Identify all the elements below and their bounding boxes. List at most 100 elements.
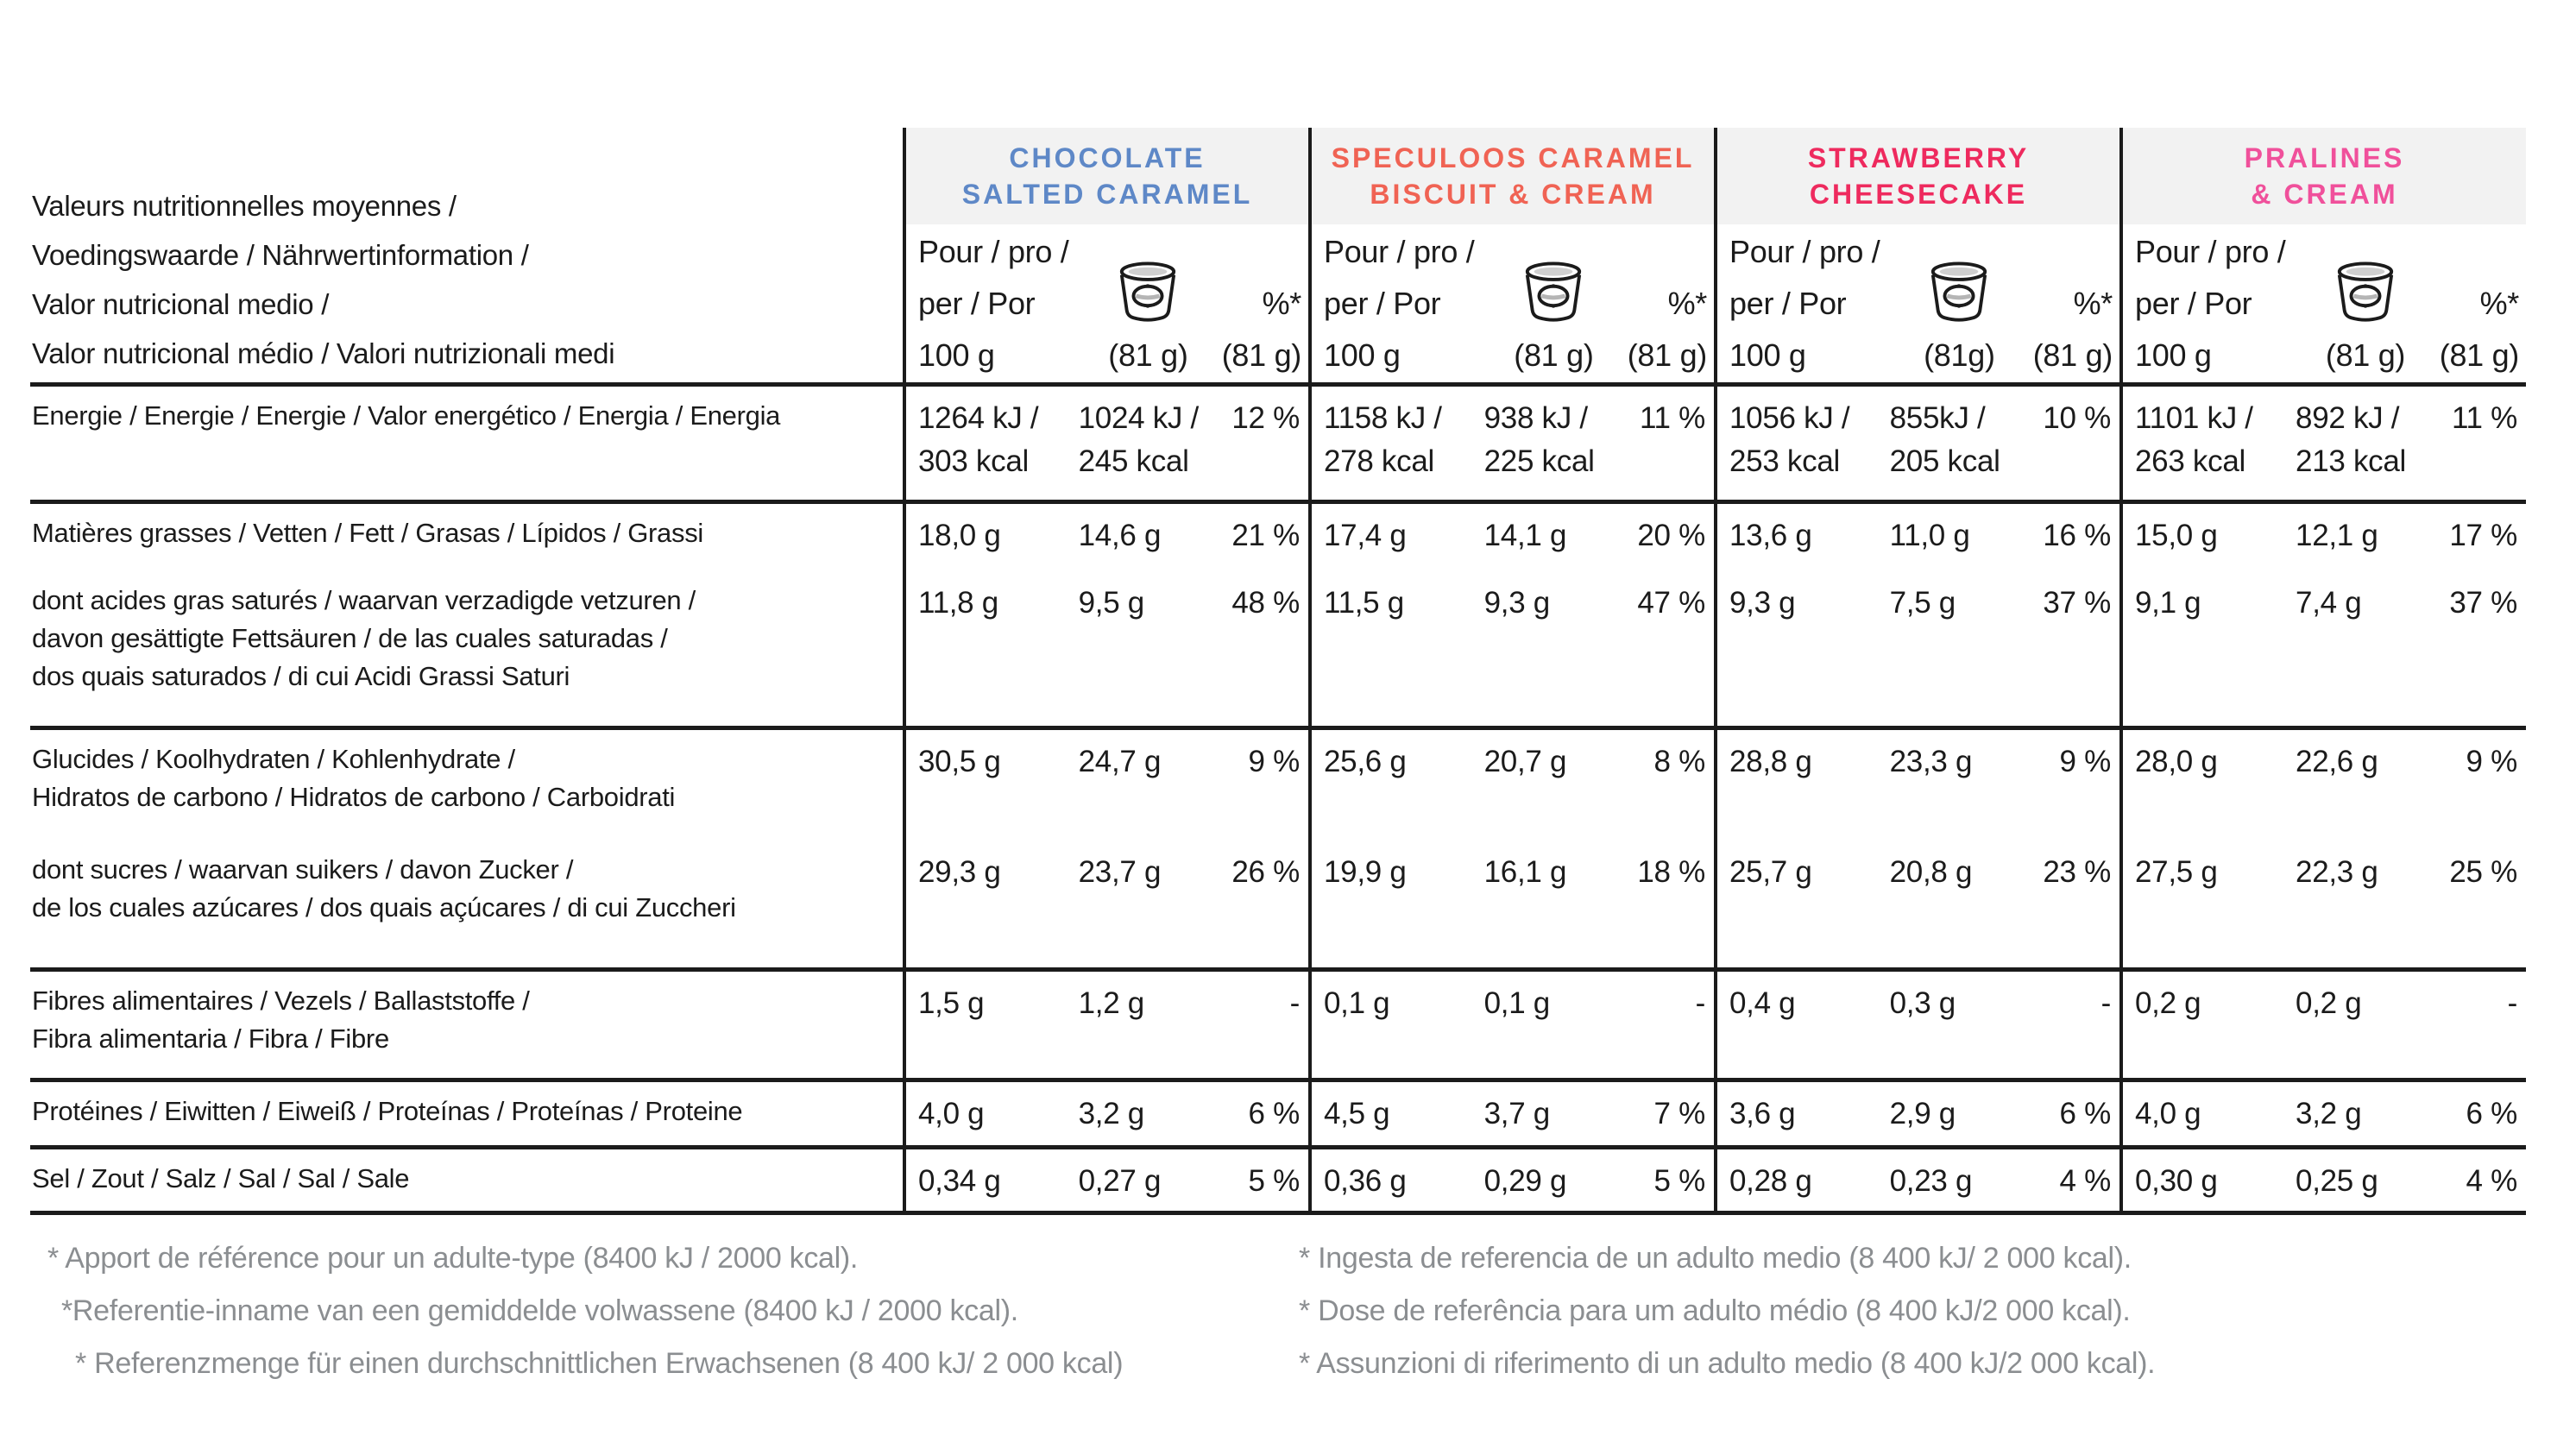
carb-cell-speculoos: 25,6 g 20,7 g 8 % (1308, 730, 1714, 841)
cup-weight: (81g) (1924, 337, 1995, 373)
fat-cell-speculoos: 17,4 g 14,1 g 20 % (1308, 504, 1714, 571)
value-per-cup: 2,9 g (1889, 1097, 1956, 1130)
footnotes-right: * Ingesta de referencia de un adulto med… (1299, 1232, 2156, 1390)
column-subheader: Pour / pro / per / Por 100 g (81 g) %* ( (1312, 224, 1714, 387)
value-percent-ri: 9 % (2059, 745, 2112, 778)
product-name-line2: CHEESECAKE (1809, 179, 2028, 210)
sugar-cell-chocolate: 29,3 g 23,7 g 26 % (903, 841, 1308, 967)
percent-ri-label: %* (81 g) (2032, 286, 2113, 373)
value-percent-ri: 6 % (1248, 1097, 1301, 1130)
value-per-cup: 0,27 g (1078, 1164, 1162, 1198)
value-per-100g: 1158 kJ / 278 kcal (1324, 401, 1442, 478)
carb-cell-chocolate: 30,5 g 24,7 g 9 % (903, 730, 1308, 841)
value-percent-ri: 5 % (1248, 1164, 1301, 1198)
energy-cell-chocolate: 1264 kJ / 303 kcal 1024 kJ / 245 kcal 12… (903, 387, 1308, 500)
value-per-100g: 0,4 g (1729, 986, 1796, 1020)
value-percent-ri: 6 % (2466, 1097, 2518, 1130)
value-percent-ri: 48 % (1231, 586, 1300, 620)
row-label: Matières grasses / Vetten / Fett / Grasa… (32, 518, 703, 548)
value-per-cup: 16,1 g (1483, 855, 1567, 889)
value-per-cup: 20,8 g (1889, 855, 1973, 889)
value-percent-ri: 23 % (2043, 855, 2111, 889)
row-label: dont sucres / waarvan suikers / davon Zu… (32, 854, 736, 923)
row-label: Protéines / Eiwitten / Eiweiß / Proteína… (32, 1096, 743, 1126)
value-percent-ri: 26 % (1231, 855, 1300, 889)
per-100g-label: Pour / pro / per / Por 100 g (918, 234, 1069, 373)
product-header-pralines-cream: PRALINES & CREAM Pour / pro / per / Por … (2119, 128, 2526, 387)
value-per-100g: 13,6 g (1729, 519, 1812, 552)
protein-cell-strawberry: 3,6 g 2,9 g 6 % (1714, 1082, 2119, 1145)
value-per-100g: 1,5 g (918, 986, 985, 1020)
value-percent-ri: 11 % (1639, 401, 1705, 435)
cup-weight: (81 g) (1108, 337, 1188, 373)
value-per-cup: 3,2 g (2296, 1097, 2362, 1130)
energy-cell-pralines: 1101 kJ / 263 kcal 892 kJ / 213 kcal 11 … (2119, 387, 2526, 500)
value-per-cup: 0,2 g (2296, 986, 2362, 1020)
table-header-row: Valeurs nutritionnelles moyennes / Voedi… (30, 128, 2526, 387)
value-per-cup: 7,4 g (2296, 586, 2362, 620)
column-subheader: Pour / pro / per / Por 100 g (81g) %* (8 (1717, 224, 2119, 387)
value-per-cup: 23,7 g (1078, 855, 1162, 889)
percent-ri-label: %* (81 g) (1627, 286, 1708, 373)
value-percent-ri: - (2507, 986, 2518, 1020)
salt-cell-speculoos: 0,36 g 0,29 g 5 % (1308, 1149, 1714, 1211)
satfat-cell-speculoos: 11,5 g 9,3 g 47 % (1308, 571, 1714, 726)
per-100g-label: Pour / pro / per / Por 100 g (1324, 234, 1475, 373)
value-percent-ri: 11 % (2451, 401, 2517, 435)
value-percent-ri: 7 % (1653, 1097, 1706, 1130)
table-row-energy: Energie / Energie / Energie / Valor ener… (30, 387, 2526, 504)
value-percent-ri: 17 % (2449, 519, 2517, 552)
sugar-cell-pralines: 27,5 g 22,3 g 25 % (2119, 841, 2526, 967)
value-percent-ri: 12 % (1231, 401, 1300, 435)
fibre-cell-pralines: 0,2 g 0,2 g - (2119, 972, 2526, 1078)
value-per-cup: 22,3 g (2296, 855, 2378, 889)
row-label: Glucides / Koolhydraten / Kohlenhydrate … (32, 744, 676, 812)
value-per-100g: 28,8 g (1729, 745, 1812, 778)
value-per-cup: 24,7 g (1078, 745, 1162, 778)
per-cup-label: (81 g) (2308, 261, 2423, 381)
column-subheader: Pour / pro / per / Por 100 g (81 g) %* ( (2123, 224, 2526, 387)
value-per-100g: 4,5 g (1324, 1097, 1390, 1130)
value-per-cup: 3,2 g (1078, 1097, 1145, 1130)
cup-weight: (81 g) (1514, 337, 1594, 373)
column-subheader: Pour / pro / per / Por 100 g (81 g) %* ( (906, 224, 1308, 387)
table-row-protein: Protéines / Eiwitten / Eiweiß / Proteína… (30, 1082, 2526, 1149)
table-row-sugars: dont sucres / waarvan suikers / davon Zu… (30, 841, 2526, 972)
value-percent-ri: 37 % (2043, 586, 2111, 620)
product-name-band: CHOCOLATE SALTED CARAMEL (906, 128, 1308, 224)
value-per-cup: 9,5 g (1078, 586, 1145, 620)
footnote-pt: * Dose de referência para um adulto médi… (1299, 1294, 2131, 1327)
yogurt-cup-icon (1931, 261, 1987, 322)
protein-cell-pralines: 4,0 g 3,2 g 6 % (2119, 1082, 2526, 1145)
value-percent-ri: 9 % (1248, 745, 1301, 778)
value-per-100g: 19,9 g (1324, 855, 1407, 889)
protein-cell-speculoos: 4,5 g 3,7 g 7 % (1308, 1082, 1714, 1145)
value-per-cup: 0,1 g (1483, 986, 1551, 1020)
footnote-nl: *Referentie-inname van een gemiddelde vo… (61, 1294, 1018, 1327)
value-per-cup: 23,3 g (1889, 745, 1973, 778)
value-per-100g: 0,36 g (1324, 1164, 1407, 1198)
per-cup-label: (81 g) (1496, 261, 1611, 381)
value-per-cup: 892 kJ / 213 kcal (2296, 401, 2407, 478)
value-per-100g: 4,0 g (918, 1097, 985, 1130)
value-per-cup: 3,7 g (1483, 1097, 1551, 1130)
value-percent-ri: 21 % (1231, 519, 1300, 552)
value-per-100g: 0,30 g (2135, 1164, 2218, 1198)
value-per-cup: 9,3 g (1483, 586, 1551, 620)
value-per-100g: 1056 kJ / 253 kcal (1729, 401, 1850, 478)
value-percent-ri: 9 % (2466, 745, 2518, 778)
value-percent-ri: 4 % (2059, 1164, 2112, 1198)
per-cup-label: (81 g) (1091, 261, 1206, 381)
footnote-fr: * Apport de référence pour un adulte-typ… (47, 1242, 859, 1275)
value-percent-ri: 16 % (2043, 519, 2111, 552)
table-row-salt: Sel / Zout / Salz / Sal / Sal / Sale 0,3… (30, 1149, 2526, 1215)
value-per-100g: 18,0 g (918, 519, 1001, 552)
value-per-cup: 1024 kJ / 245 kcal (1078, 401, 1200, 478)
fat-cell-strawberry: 13,6 g 11,0 g 16 % (1714, 504, 2119, 571)
product-name-band: SPECULOOS CARAMEL BISCUIT & CREAM (1312, 128, 1714, 224)
footnote-it: * Assunzioni di riferimento di un adulto… (1299, 1347, 2156, 1380)
value-per-cup: 0,3 g (1889, 986, 1956, 1020)
product-name-line2: BISCUIT & CREAM (1370, 179, 1656, 210)
value-per-100g: 9,1 g (2135, 586, 2201, 620)
value-per-100g: 27,5 g (2135, 855, 2218, 889)
